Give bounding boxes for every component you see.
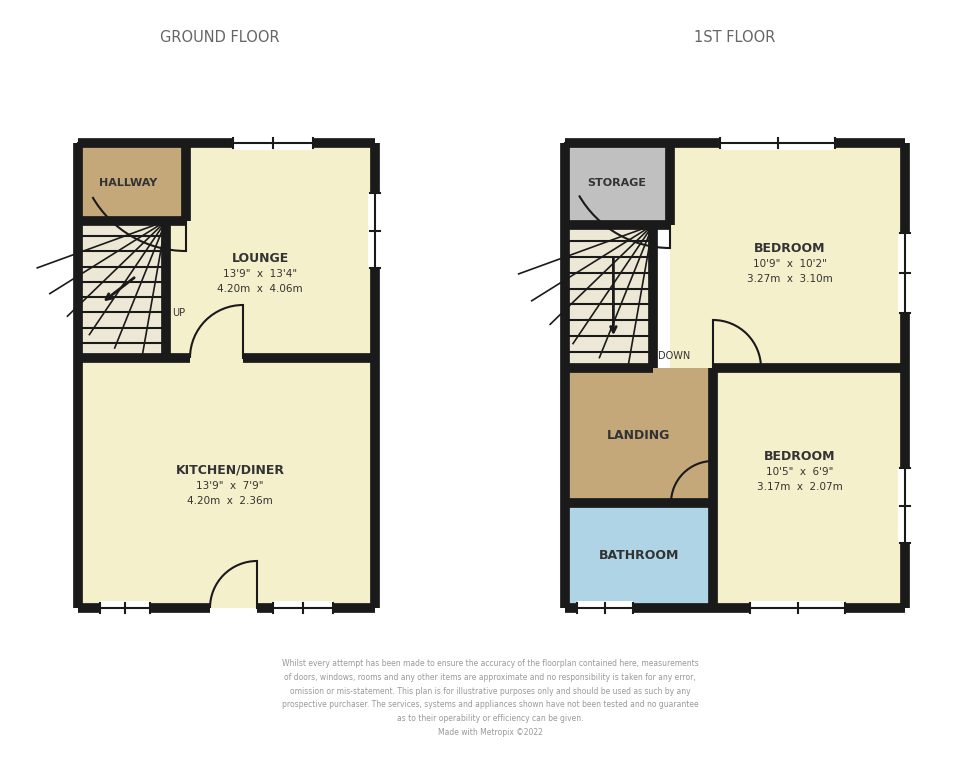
Text: 13'9"  x  7'9": 13'9" x 7'9" <box>196 481 264 491</box>
Text: 10'5"  x  6'9": 10'5" x 6'9" <box>766 467 834 477</box>
Text: BEDROOM: BEDROOM <box>755 242 826 255</box>
Text: BEDROOM: BEDROOM <box>764 449 836 462</box>
Text: 1ST FLOOR: 1ST FLOOR <box>694 30 776 45</box>
Text: 13'9"  x  13'4": 13'9" x 13'4" <box>222 269 297 279</box>
Text: STORAGE: STORAGE <box>587 178 647 188</box>
Bar <box>565 503 713 608</box>
Text: UP: UP <box>172 308 185 318</box>
Bar <box>78 143 186 221</box>
Text: LOUNGE: LOUNGE <box>231 252 289 265</box>
Text: KITCHEN/DINER: KITCHEN/DINER <box>175 463 284 477</box>
Text: LANDING: LANDING <box>608 429 670 442</box>
Text: 3.17m  x  2.07m: 3.17m x 2.07m <box>758 482 843 492</box>
Text: HALLWAY: HALLWAY <box>99 178 157 188</box>
Text: DOWN: DOWN <box>658 351 690 361</box>
Text: 3.27m  x  3.10m: 3.27m x 3.10m <box>747 274 833 284</box>
Bar <box>78 143 375 358</box>
Text: BATHROOM: BATHROOM <box>599 549 679 562</box>
Text: Whilst every attempt has been made to ensure the accuracy of the floorplan conta: Whilst every attempt has been made to en… <box>281 659 699 738</box>
Bar <box>565 225 653 368</box>
Bar <box>78 221 166 358</box>
Text: GROUND FLOOR: GROUND FLOOR <box>160 30 280 45</box>
Bar <box>713 368 905 608</box>
Text: 4.20m  x  4.06m: 4.20m x 4.06m <box>218 284 303 294</box>
Text: 10'9"  x  10'2": 10'9" x 10'2" <box>753 259 827 269</box>
Bar <box>670 143 905 368</box>
Bar <box>565 143 670 225</box>
Bar <box>78 358 375 608</box>
Bar <box>565 368 713 503</box>
Text: 4.20m  x  2.36m: 4.20m x 2.36m <box>187 496 272 506</box>
